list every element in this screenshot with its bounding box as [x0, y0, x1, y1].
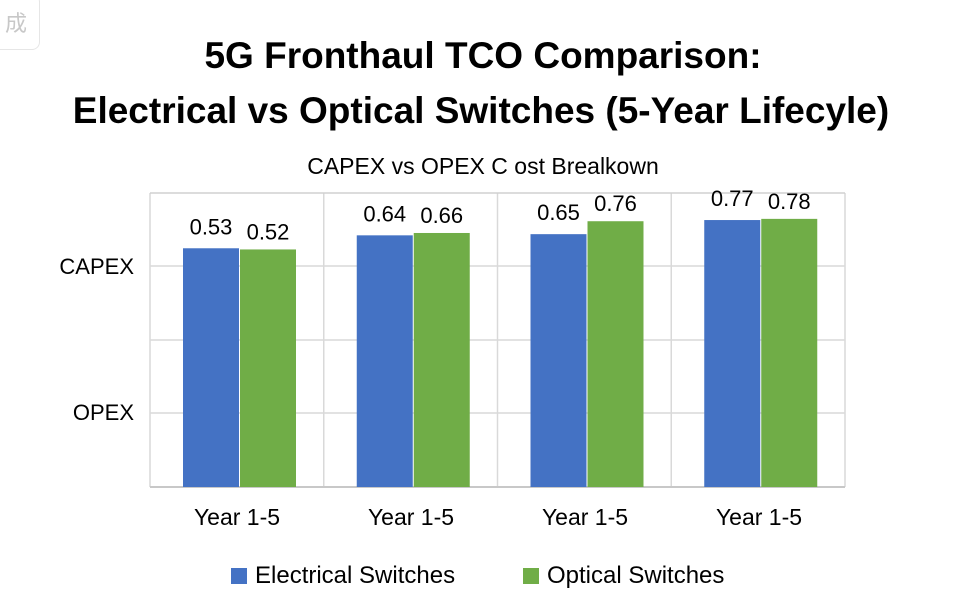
x-tick-label: Year 1-5	[193, 504, 281, 530]
legend-label: Electrical Switches	[255, 562, 456, 589]
data-label: 0.65	[537, 200, 580, 225]
bar-electrical	[356, 235, 413, 487]
bar-optical	[587, 221, 644, 487]
chart-title-line1: 5G Fronthaul TCO Comparison:	[204, 35, 762, 76]
legend-item-optical: Optical Switches	[523, 562, 724, 590]
data-label: 0.77	[711, 186, 754, 211]
data-label: 0.52	[247, 219, 290, 244]
data-label: 0.64	[363, 201, 406, 226]
bar-electrical	[183, 248, 239, 487]
bar-optical	[413, 232, 470, 487]
x-tick-label: Year 1-5	[541, 504, 629, 530]
legend-item-electrical: Electrical Switches	[231, 562, 455, 590]
data-label: 0.66	[420, 203, 463, 228]
chart-title-line2: Electrical vs Optical Switches (5-Year L…	[72, 90, 890, 131]
bar-electrical	[704, 220, 761, 487]
x-tick-label: Year 1-5	[367, 504, 455, 530]
y-label-capex: CAPEX	[59, 254, 134, 279]
bar-optical	[761, 218, 818, 487]
x-tick-label: Year 1-5	[715, 504, 803, 530]
bar-electrical	[530, 234, 587, 487]
chart-subtitle: CAPEX vs OPEX C ost Brealkown	[307, 153, 659, 179]
bar-optical	[240, 249, 296, 487]
legend-swatch-electrical	[231, 568, 247, 584]
data-label: 0.76	[594, 191, 637, 216]
legend-label: Optical Switches	[547, 562, 725, 589]
data-label: 0.53	[190, 214, 233, 239]
legend-swatch-optical	[523, 568, 539, 584]
y-label-opex: OPEX	[72, 400, 134, 425]
watermark-badge: 成	[0, 0, 40, 50]
data-label: 0.78	[768, 189, 811, 214]
